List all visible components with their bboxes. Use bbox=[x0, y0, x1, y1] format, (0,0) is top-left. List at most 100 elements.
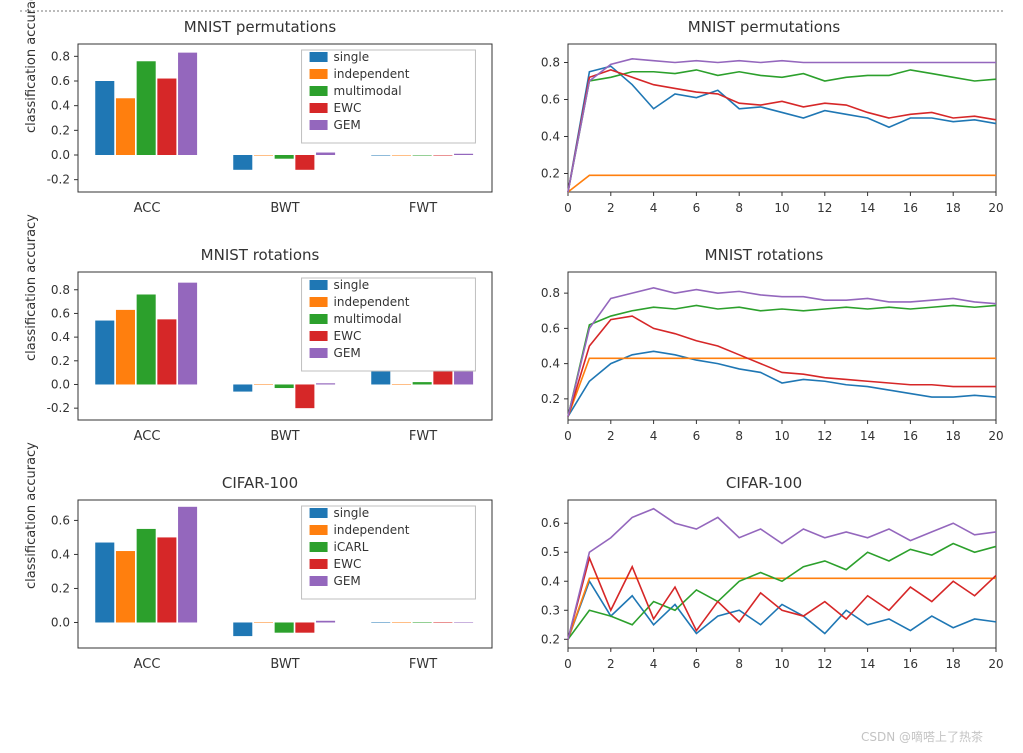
bar bbox=[413, 155, 432, 156]
svg-text:0: 0 bbox=[564, 657, 572, 671]
line-panel-2: CIFAR-1000.20.30.40.50.60246810121416182… bbox=[524, 474, 1004, 674]
svg-text:18: 18 bbox=[946, 429, 961, 443]
top-divider bbox=[20, 10, 1003, 12]
svg-text:4: 4 bbox=[650, 429, 658, 443]
bar bbox=[454, 622, 473, 623]
svg-text:independent: independent bbox=[334, 523, 410, 537]
bar bbox=[178, 53, 197, 155]
series-line bbox=[568, 70, 996, 192]
bar bbox=[95, 81, 114, 155]
series-line bbox=[568, 558, 996, 639]
svg-text:single: single bbox=[334, 506, 370, 520]
svg-text:16: 16 bbox=[903, 201, 918, 215]
svg-text:0.2: 0.2 bbox=[51, 354, 70, 368]
svg-text:0.0: 0.0 bbox=[51, 377, 70, 391]
line-panel-0: MNIST permutations0.20.40.60.80246810121… bbox=[524, 18, 1004, 218]
bar bbox=[116, 98, 135, 155]
svg-text:multimodal: multimodal bbox=[334, 84, 402, 98]
svg-text:single: single bbox=[334, 50, 370, 64]
svg-text:BWT: BWT bbox=[270, 657, 299, 672]
panel-title: MNIST permutations bbox=[20, 18, 500, 36]
svg-text:BWT: BWT bbox=[270, 201, 299, 216]
svg-text:12: 12 bbox=[817, 201, 832, 215]
svg-text:BWT: BWT bbox=[270, 429, 299, 444]
svg-text:0.2: 0.2 bbox=[541, 392, 560, 406]
panel-title: CIFAR-100 bbox=[524, 474, 1004, 492]
svg-text:0.6: 0.6 bbox=[541, 93, 560, 107]
svg-text:single: single bbox=[334, 278, 370, 292]
bar-panel-1: MNIST rotationsclassification accuracy-0… bbox=[20, 246, 500, 446]
svg-text:0.4: 0.4 bbox=[51, 547, 70, 561]
bar bbox=[254, 155, 273, 156]
series-line bbox=[568, 305, 996, 416]
y-axis-label: classification accuracy bbox=[24, 214, 39, 361]
bar-panel-2: CIFAR-100classification accuracy0.00.20.… bbox=[20, 474, 500, 674]
bar bbox=[137, 61, 156, 155]
svg-text:0: 0 bbox=[564, 429, 572, 443]
bar bbox=[157, 79, 176, 155]
svg-text:0.8: 0.8 bbox=[541, 56, 560, 70]
svg-text:0.2: 0.2 bbox=[51, 581, 70, 595]
svg-text:0.6: 0.6 bbox=[541, 516, 560, 530]
bar bbox=[178, 283, 197, 385]
bar bbox=[295, 155, 314, 170]
panel-title: CIFAR-100 bbox=[20, 474, 500, 492]
svg-text:0.2: 0.2 bbox=[541, 632, 560, 646]
bar bbox=[95, 543, 114, 623]
svg-text:2: 2 bbox=[607, 657, 615, 671]
svg-text:16: 16 bbox=[903, 657, 918, 671]
bar bbox=[178, 507, 197, 623]
bar bbox=[157, 537, 176, 622]
svg-text:ACC: ACC bbox=[134, 201, 161, 216]
bar bbox=[157, 319, 176, 384]
svg-text:2: 2 bbox=[607, 201, 615, 215]
series-line bbox=[568, 59, 996, 192]
series-line bbox=[568, 66, 996, 192]
series-line bbox=[568, 578, 996, 639]
svg-text:10: 10 bbox=[774, 429, 789, 443]
svg-text:0: 0 bbox=[564, 201, 572, 215]
svg-text:0.2: 0.2 bbox=[541, 167, 560, 181]
svg-text:0.0: 0.0 bbox=[51, 148, 70, 162]
bar bbox=[275, 155, 294, 159]
bar bbox=[392, 622, 411, 623]
svg-text:GEM: GEM bbox=[334, 118, 361, 132]
bar bbox=[137, 529, 156, 623]
svg-text:20: 20 bbox=[988, 657, 1003, 671]
bar bbox=[233, 622, 252, 636]
svg-text:0.4: 0.4 bbox=[541, 357, 560, 371]
svg-text:0.8: 0.8 bbox=[51, 283, 70, 297]
y-axis-label: classification accuracy bbox=[24, 442, 39, 589]
svg-text:16: 16 bbox=[903, 429, 918, 443]
bar bbox=[116, 551, 135, 622]
line-panel-1: MNIST rotations0.20.40.60.80246810121416… bbox=[524, 246, 1004, 446]
bar bbox=[316, 621, 335, 623]
bar bbox=[316, 153, 335, 155]
svg-text:EWC: EWC bbox=[334, 101, 362, 115]
bar bbox=[254, 384, 273, 385]
bar bbox=[413, 382, 432, 384]
svg-text:6: 6 bbox=[693, 657, 701, 671]
svg-text:8: 8 bbox=[735, 201, 743, 215]
svg-text:-0.2: -0.2 bbox=[47, 173, 70, 187]
bar bbox=[137, 294, 156, 384]
svg-text:0.4: 0.4 bbox=[51, 330, 70, 344]
svg-text:0.4: 0.4 bbox=[541, 574, 560, 588]
series-line bbox=[568, 544, 996, 640]
bar bbox=[116, 310, 135, 385]
svg-text:ACC: ACC bbox=[134, 429, 161, 444]
svg-text:10: 10 bbox=[774, 657, 789, 671]
svg-text:EWC: EWC bbox=[334, 329, 362, 343]
svg-text:0.6: 0.6 bbox=[51, 74, 70, 88]
svg-text:12: 12 bbox=[817, 657, 832, 671]
bar bbox=[433, 155, 452, 156]
svg-text:4: 4 bbox=[650, 201, 658, 215]
bar bbox=[371, 155, 390, 156]
svg-text:14: 14 bbox=[860, 201, 875, 215]
panel-title: MNIST rotations bbox=[524, 246, 1004, 264]
bar bbox=[433, 622, 452, 623]
svg-text:ACC: ACC bbox=[134, 657, 161, 672]
watermark: CSDN @嘀嗒上了热茶 bbox=[861, 728, 983, 745]
series-line bbox=[568, 175, 996, 192]
bar bbox=[233, 384, 252, 391]
